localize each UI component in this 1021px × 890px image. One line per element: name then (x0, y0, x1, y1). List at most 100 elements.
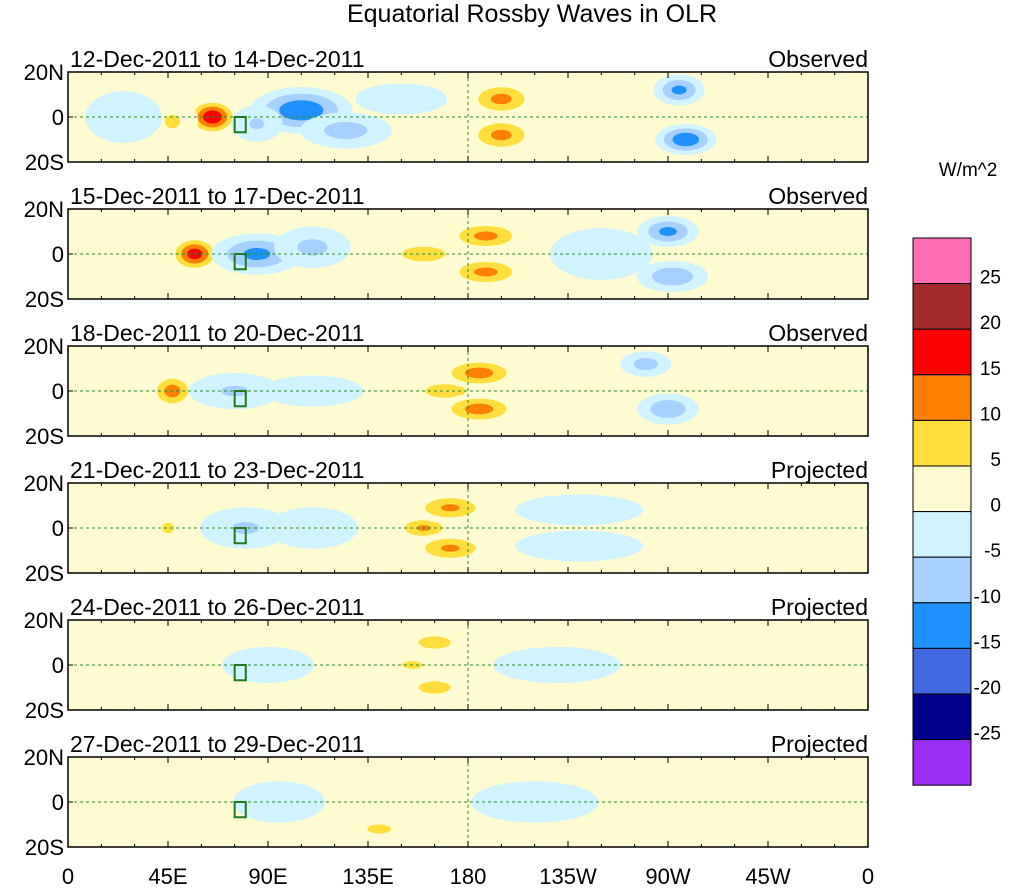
anomaly-6-level-3 (440, 544, 460, 552)
anomaly-3-level-1 (266, 507, 359, 549)
colorbar-swatch-4 (912, 374, 972, 421)
colorbar-tick-7: -10 (974, 587, 1001, 608)
anomaly-5-level-2 (418, 681, 451, 694)
panel-date-range: 27-Dec-2011 to 29-Dec-2011 (70, 731, 365, 757)
anomaly-5-level-3 (440, 504, 460, 512)
y-tick-label-20S: 20S (25, 150, 64, 175)
anomaly-7-level-2 (650, 400, 686, 418)
y-tick-label-20S: 20S (25, 698, 64, 723)
y-tick-label-20N: 20N (24, 334, 64, 359)
anomaly-3-level-3 (279, 100, 324, 121)
y-tick-label-0: 0 (52, 379, 64, 404)
anomaly-8-level-1 (533, 87, 626, 124)
anomaly-1-level-1 (118, 792, 196, 834)
anomaly-1-level-2 (162, 522, 174, 534)
anomaly-field (85, 74, 868, 155)
anomaly-6-level-3 (473, 267, 498, 277)
y-tick-label-0: 0 (52, 105, 64, 130)
x-tick-label-4: 180 (450, 864, 487, 889)
anomaly-field (147, 492, 812, 564)
panel-type-label: Observed (768, 183, 868, 209)
anomaly-9-level-1 (550, 228, 653, 280)
colorbar-tick-2: 15 (980, 359, 1001, 380)
anomaly-7-level-3 (659, 227, 677, 236)
y-tick-label-0: 0 (52, 653, 64, 678)
y-tick-label-0: 0 (52, 242, 64, 267)
colorbar-tick-8: -15 (974, 632, 1001, 653)
anomaly-10-level-3 (672, 132, 700, 147)
colorbar-units-label: W/m^2 (939, 160, 998, 181)
colorbar-swatch-11 (912, 693, 972, 741)
colorbar: W/m^2 25 20 15 10 5 0 -5 -10 -15 -20 -25 (912, 160, 1001, 786)
anomaly-9-level-1 (715, 367, 843, 415)
colorbar-swatch-9 (912, 602, 972, 649)
panel-date-range: 21-Dec-2011 to 23-Dec-2011 (70, 457, 365, 483)
y-tick-label-20S: 20S (25, 561, 64, 586)
panel-date-range: 12-Dec-2011 to 14-Dec-2011 (70, 46, 365, 72)
colorbar-swatch-12 (912, 739, 972, 786)
colorbar-tick-9: -20 (974, 678, 1001, 699)
panel-date-range: 15-Dec-2011 to 17-Dec-2011 (70, 183, 365, 209)
panel-type-label: Observed (768, 320, 868, 346)
y-tick-label-20S: 20S (25, 287, 64, 312)
y-tick-label-20N: 20N (24, 608, 64, 633)
anomaly-4-level-2 (425, 384, 466, 398)
y-tick-label-0: 0 (52, 790, 64, 815)
x-tick-label-0: 0 (62, 864, 74, 889)
colorbar-swatch-8 (912, 556, 972, 604)
colorbar-tick-5: 0 (990, 496, 1001, 517)
panel-2: 20N 0 20S 15-Dec-2011 to 17-Dec-2011 Observe… (24, 183, 869, 312)
panel-6: 20N 0 20S 27-Dec-2011 to 29-Dec-2011 Project… (24, 731, 869, 860)
panel-5: 20N 0 20S 24-Dec-2011 to 26-Dec-2011 Project… (24, 594, 869, 723)
x-tick-label-8: 0 (862, 864, 874, 889)
region-box (233, 664, 247, 682)
x-axis: 0 45E 90E 135E 180 135W 90W 45W 0 (62, 864, 874, 889)
region-box (233, 390, 247, 408)
x-tick-label-6: 90W (645, 864, 690, 889)
anomaly-8-level-2 (633, 357, 658, 371)
anomaly-4-level-2 (418, 636, 451, 649)
x-tick-label-7: 45W (745, 864, 790, 889)
region-box (233, 527, 247, 545)
colorbar-swatch-5 (912, 419, 972, 467)
colorbar-tick-1: 20 (980, 313, 1001, 334)
colorbar-tick-6: -5 (984, 541, 1001, 562)
colorbar-swatch-10 (912, 647, 972, 695)
anomaly-5-level-3 (473, 231, 498, 241)
anomaly-5-level-2 (324, 122, 368, 139)
anomaly-6-level-3 (490, 93, 512, 105)
colorbar-tick-10: -25 (974, 724, 1001, 745)
panel-type-label: Projected (771, 594, 868, 620)
panel-date-range: 24-Dec-2011 to 26-Dec-2011 (70, 594, 365, 620)
colorbar-swatch-2 (912, 283, 972, 330)
panel-3: 20N 0 20S 18-Dec-2011 to 20-Dec-2011 Observe… (24, 320, 869, 449)
panel-stack: 20N 0 20S 12-Dec-2011 to 14-Dec-2011 Observe… (24, 46, 869, 860)
y-tick-label-0: 0 (52, 516, 64, 541)
chart-title: Equatorial Rossby Waves in OLR (347, 0, 717, 28)
anomaly-field (118, 759, 812, 845)
anomaly-5-level-1 (470, 781, 599, 823)
colorbar-swatch-6 (912, 465, 972, 513)
anomaly-9-level-3 (671, 85, 687, 95)
anomaly-2-level-2 (164, 114, 180, 129)
y-tick-label-20N: 20N (24, 60, 64, 85)
y-tick-label-20S: 20S (25, 424, 64, 449)
panel-4: 20N 0 20S 21-Dec-2011 to 23-Dec-2011 Project… (24, 457, 869, 586)
panel-type-label: Projected (771, 731, 868, 757)
anomaly-10-level-1 (715, 216, 843, 269)
y-tick-label-20N: 20N (24, 197, 64, 222)
anomaly-8-level-2 (651, 267, 694, 286)
colorbar-tick-3: 10 (980, 404, 1001, 425)
colorbar-tick-4: 5 (990, 450, 1001, 471)
anomaly-field (149, 351, 843, 425)
colorbar-swatch-1 (912, 237, 972, 285)
anomaly-8-level-1 (515, 530, 643, 562)
anomaly-3-level-2 (297, 239, 328, 256)
panel-type-label: Observed (768, 46, 868, 72)
x-tick-label-1: 45E (148, 864, 187, 889)
x-tick-label-3: 135E (342, 864, 393, 889)
anomaly-5-level-3 (464, 367, 494, 379)
y-tick-label-20S: 20S (25, 835, 64, 860)
x-tick-label-2: 90E (248, 864, 287, 889)
